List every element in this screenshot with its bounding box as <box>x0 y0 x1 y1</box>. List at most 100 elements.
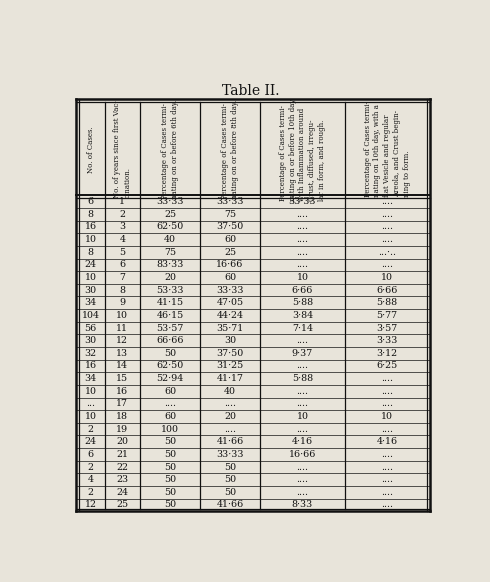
Text: 75: 75 <box>224 210 236 219</box>
Text: ....: .... <box>381 374 393 383</box>
Text: 3·84: 3·84 <box>292 311 313 320</box>
Text: 9: 9 <box>119 298 125 307</box>
Text: 47·05: 47·05 <box>217 298 244 307</box>
Text: No. of Cases.: No. of Cases. <box>87 126 95 173</box>
Text: 10: 10 <box>296 273 309 282</box>
Text: 50: 50 <box>164 475 176 484</box>
Text: 16·66: 16·66 <box>217 260 244 269</box>
Text: 3·33: 3·33 <box>376 336 398 345</box>
Text: 50: 50 <box>164 349 176 358</box>
Text: 6·66: 6·66 <box>292 286 313 294</box>
Text: 16·66: 16·66 <box>289 450 316 459</box>
Text: 6: 6 <box>88 197 94 206</box>
Text: 25: 25 <box>116 501 128 509</box>
Text: 6·25: 6·25 <box>377 361 398 370</box>
Text: 2: 2 <box>88 488 94 497</box>
Text: 40: 40 <box>224 386 236 396</box>
Text: 10: 10 <box>85 386 97 396</box>
Text: 75: 75 <box>164 248 176 257</box>
Text: 20: 20 <box>116 437 128 446</box>
Text: 104: 104 <box>81 311 99 320</box>
Text: 5·88: 5·88 <box>377 298 398 307</box>
Text: 50: 50 <box>224 475 236 484</box>
Text: ....: .... <box>381 197 393 206</box>
Text: 44·24: 44·24 <box>217 311 244 320</box>
Text: ....: .... <box>296 210 309 219</box>
Text: 24: 24 <box>116 488 128 497</box>
Text: 5·88: 5·88 <box>292 298 313 307</box>
Text: 50: 50 <box>224 488 236 497</box>
Text: Percentage of Cases termi-
nating on or before 10th day,
with Inflammation aroun: Percentage of Cases termi- nating on or … <box>279 98 326 201</box>
Text: 37·50: 37·50 <box>217 222 244 232</box>
Text: 41·66: 41·66 <box>217 501 244 509</box>
Text: 12: 12 <box>116 336 128 345</box>
Text: 3·12: 3·12 <box>377 349 398 358</box>
Text: 40: 40 <box>164 235 176 244</box>
Text: 33·33: 33·33 <box>216 450 244 459</box>
Text: 32: 32 <box>84 349 97 358</box>
Text: 6: 6 <box>119 260 125 269</box>
Text: 60: 60 <box>164 412 176 421</box>
Text: Percentage of Cases termi-
nating on or before 6th day.: Percentage of Cases termi- nating on or … <box>161 100 179 199</box>
Text: ....: .... <box>296 386 309 396</box>
Text: ....: .... <box>224 399 236 409</box>
Text: 10: 10 <box>85 412 97 421</box>
Text: 33·33: 33·33 <box>216 286 244 294</box>
Text: 31·25: 31·25 <box>217 361 244 370</box>
Text: 60: 60 <box>224 235 236 244</box>
Text: 25: 25 <box>164 210 176 219</box>
Text: 50: 50 <box>164 437 176 446</box>
Text: 60: 60 <box>224 273 236 282</box>
Text: 41·66: 41·66 <box>217 437 244 446</box>
Text: 21: 21 <box>116 450 128 459</box>
Text: 30: 30 <box>224 336 236 345</box>
Text: ....: .... <box>381 501 393 509</box>
Text: Percentage of Cases termi-
nating on 10th day, with a
flat Vesicle and regular
A: Percentage of Cases termi- nating on 10t… <box>364 101 411 197</box>
Text: 5: 5 <box>119 248 125 257</box>
Text: ....: .... <box>381 488 393 497</box>
Text: 50: 50 <box>164 463 176 471</box>
Text: ....: .... <box>381 222 393 232</box>
Text: 10: 10 <box>296 412 309 421</box>
Text: 15: 15 <box>116 374 128 383</box>
Text: 2: 2 <box>120 210 125 219</box>
Text: 35·71: 35·71 <box>217 324 244 332</box>
Text: 30: 30 <box>84 336 97 345</box>
Text: 6: 6 <box>88 450 94 459</box>
Text: 41·15: 41·15 <box>156 298 184 307</box>
Text: 5·88: 5·88 <box>292 374 313 383</box>
Text: ....: .... <box>381 260 393 269</box>
Text: 4: 4 <box>88 475 94 484</box>
Text: 100: 100 <box>161 425 179 434</box>
Text: Table II.: Table II. <box>222 84 280 98</box>
Text: 20: 20 <box>164 273 176 282</box>
Text: 34: 34 <box>84 374 97 383</box>
Text: 8: 8 <box>120 286 125 294</box>
Text: 12: 12 <box>85 501 97 509</box>
Text: ....: .... <box>296 336 309 345</box>
Text: ....: .... <box>296 222 309 232</box>
Text: No. of years since first Vac-
cination.: No. of years since first Vac- cination. <box>114 101 131 198</box>
Text: 25: 25 <box>224 248 236 257</box>
Text: 1: 1 <box>120 197 125 206</box>
Text: 50: 50 <box>164 450 176 459</box>
Text: 56: 56 <box>84 324 97 332</box>
Text: ....: .... <box>296 399 309 409</box>
Text: ....: .... <box>381 475 393 484</box>
Text: 10: 10 <box>381 412 393 421</box>
Text: 13: 13 <box>116 349 128 358</box>
Text: 53·33: 53·33 <box>156 286 184 294</box>
Text: 4: 4 <box>120 235 125 244</box>
Text: ....: .... <box>296 235 309 244</box>
Text: ...·..: ...·.. <box>378 248 396 257</box>
Text: 7: 7 <box>120 273 125 282</box>
Text: 33·33: 33·33 <box>216 197 244 206</box>
Text: ....: .... <box>296 488 309 497</box>
Text: ....: .... <box>224 425 236 434</box>
Text: 34: 34 <box>84 298 97 307</box>
Text: 66·66: 66·66 <box>156 336 184 345</box>
Text: 24: 24 <box>85 437 97 446</box>
Text: 10: 10 <box>85 273 97 282</box>
Text: 20: 20 <box>224 412 236 421</box>
Text: ....: .... <box>381 235 393 244</box>
